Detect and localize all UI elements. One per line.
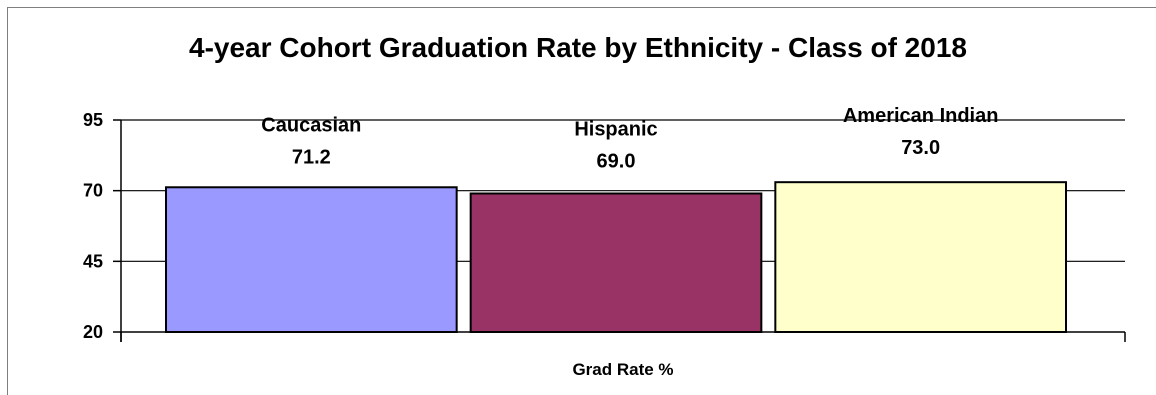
bars xyxy=(165,181,1067,333)
y-tick-label: 20 xyxy=(83,322,103,342)
data-labels: Caucasian 71.2 Hispanic 69.0 American Indian… xyxy=(261,105,998,172)
series-name-label: Hispanic xyxy=(574,118,657,140)
data-value-label: 71.2 xyxy=(292,146,331,168)
y-tick-label: 45 xyxy=(83,251,103,271)
chart-frame xyxy=(7,7,1156,395)
x-axis-label: Grad Rate % xyxy=(572,360,673,379)
data-value-label: 73.0 xyxy=(901,137,940,159)
bar-caucasian xyxy=(165,186,458,333)
series-name-label: Caucasian xyxy=(261,114,361,136)
bar-american-indian xyxy=(774,181,1067,333)
series-name-label: American Indian xyxy=(843,105,999,127)
y-tick-labels: 20 45 70 95 xyxy=(83,110,103,342)
bar-hispanic xyxy=(469,192,763,333)
y-tick-label: 70 xyxy=(83,181,103,201)
y-tick-label: 95 xyxy=(83,110,103,130)
data-value-label: 69.0 xyxy=(597,150,636,172)
axes xyxy=(120,120,1126,342)
chart-title: 4-year Cohort Graduation Rate by Ethnici… xyxy=(189,32,967,63)
